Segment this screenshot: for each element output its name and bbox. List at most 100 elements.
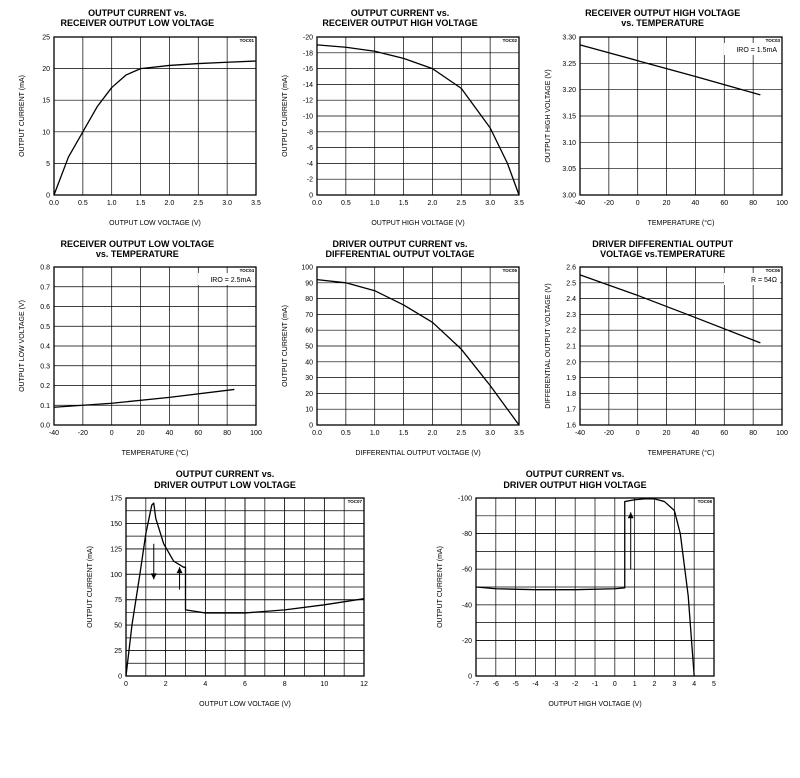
svg-text:0.2: 0.2 <box>41 383 51 390</box>
svg-text:OUTPUT CURRENT (mA): OUTPUT CURRENT (mA) <box>437 546 444 628</box>
svg-text:20: 20 <box>137 430 145 437</box>
svg-text:2.3: 2.3 <box>566 312 576 319</box>
svg-text:-20: -20 <box>603 430 613 437</box>
svg-text:-12: -12 <box>303 97 313 104</box>
svg-text:60: 60 <box>305 328 313 335</box>
svg-text:3: 3 <box>672 681 676 688</box>
svg-text:-100: -100 <box>458 496 472 503</box>
chart-svg: 0.00.51.01.52.02.53.03.50102030405060708… <box>275 261 525 461</box>
svg-text:2.5: 2.5 <box>456 200 466 207</box>
svg-text:0: 0 <box>635 430 639 437</box>
svg-text:90: 90 <box>305 281 313 288</box>
svg-text:60: 60 <box>720 200 728 207</box>
svg-text:125: 125 <box>110 546 122 553</box>
svg-text:-20: -20 <box>603 200 613 207</box>
chart-title: OUTPUT CURRENT vs. RECEIVER OUTPUT LOW V… <box>60 8 214 29</box>
svg-text:-20: -20 <box>303 34 313 41</box>
svg-text:1.5: 1.5 <box>399 430 409 437</box>
svg-text:1.6: 1.6 <box>566 423 576 430</box>
svg-text:2.1: 2.1 <box>566 344 576 351</box>
svg-text:3.0: 3.0 <box>485 200 495 207</box>
chart-panel-1: OUTPUT CURRENT vs. RECEIVER OUTPUT LOW V… <box>10 8 265 231</box>
svg-text:100: 100 <box>776 200 788 207</box>
svg-text:20: 20 <box>43 66 51 73</box>
svg-text:40: 40 <box>166 430 174 437</box>
chart-panel-8: OUTPUT CURRENT vs. DRIVER OUTPUT HIGH VO… <box>430 469 720 712</box>
svg-text:50: 50 <box>114 623 122 630</box>
svg-text:1.9: 1.9 <box>566 375 576 382</box>
svg-text:-40: -40 <box>575 430 585 437</box>
svg-text:3.20: 3.20 <box>562 87 576 94</box>
svg-text:3.0: 3.0 <box>223 200 233 207</box>
chart-panel-3: RECEIVER OUTPUT HIGH VOLTAGE vs. TEMPERA… <box>535 8 790 231</box>
svg-text:OUTPUT LOW VOLTAGE (V): OUTPUT LOW VOLTAGE (V) <box>109 220 201 227</box>
svg-text:1.0: 1.0 <box>370 200 380 207</box>
svg-text:-10: -10 <box>303 113 313 120</box>
svg-text:2.0: 2.0 <box>165 200 175 207</box>
svg-text:12: 12 <box>360 681 368 688</box>
svg-text:-40: -40 <box>575 200 585 207</box>
svg-text:1.0: 1.0 <box>107 200 117 207</box>
svg-text:100: 100 <box>250 430 262 437</box>
chart-grid-top: OUTPUT CURRENT vs. RECEIVER OUTPUT LOW V… <box>0 0 800 465</box>
svg-text:0: 0 <box>124 681 128 688</box>
svg-text:-1: -1 <box>592 681 598 688</box>
svg-text:0.5: 0.5 <box>41 324 51 331</box>
svg-text:-40: -40 <box>462 602 472 609</box>
svg-text:0: 0 <box>46 192 50 199</box>
svg-text:10: 10 <box>320 681 328 688</box>
svg-text:80: 80 <box>749 200 757 207</box>
svg-text:1.5: 1.5 <box>136 200 146 207</box>
svg-text:2.6: 2.6 <box>566 265 576 272</box>
svg-text:OUTPUT HIGH VOLTAGE (V): OUTPUT HIGH VOLTAGE (V) <box>548 701 641 708</box>
svg-text:8: 8 <box>283 681 287 688</box>
svg-text:3.25: 3.25 <box>562 61 576 68</box>
svg-text:1: 1 <box>633 681 637 688</box>
svg-text:0.7: 0.7 <box>41 285 51 292</box>
chart-title: OUTPUT CURRENT vs. RECEIVER OUTPUT HIGH … <box>322 8 477 29</box>
svg-text:TOC07: TOC07 <box>348 499 363 504</box>
svg-text:-7: -7 <box>473 681 479 688</box>
svg-text:50: 50 <box>305 344 313 351</box>
svg-text:3.10: 3.10 <box>562 140 576 147</box>
chart-title: RECEIVER OUTPUT HIGH VOLTAGE vs. TEMPERA… <box>585 8 740 29</box>
svg-text:1.5: 1.5 <box>399 200 409 207</box>
svg-text:TEMPERATURE (°C): TEMPERATURE (°C) <box>122 449 189 457</box>
svg-text:0.5: 0.5 <box>78 200 88 207</box>
svg-text:10: 10 <box>305 407 313 414</box>
svg-text:-14: -14 <box>303 82 313 89</box>
svg-text:0: 0 <box>309 423 313 430</box>
svg-text:5: 5 <box>712 681 716 688</box>
svg-text:TOC01: TOC01 <box>240 38 255 43</box>
svg-text:0.4: 0.4 <box>41 344 51 351</box>
svg-text:-40: -40 <box>49 430 59 437</box>
svg-text:TEMPERATURE (°C): TEMPERATURE (°C) <box>647 219 714 227</box>
svg-text:OUTPUT CURRENT (mA): OUTPUT CURRENT (mA) <box>87 546 94 628</box>
svg-text:-6: -6 <box>493 681 499 688</box>
chart-svg: -40-200204060801001.61.71.81.92.02.12.22… <box>538 261 788 461</box>
svg-text:10: 10 <box>43 129 51 136</box>
svg-text:DIFFERENTIAL OUTPUT VOLTAGE (V: DIFFERENTIAL OUTPUT VOLTAGE (V) <box>355 450 480 457</box>
svg-text:OUTPUT HIGH VOLTAGE (V): OUTPUT HIGH VOLTAGE (V) <box>371 220 464 227</box>
svg-text:80: 80 <box>305 296 313 303</box>
svg-text:175: 175 <box>110 496 122 503</box>
svg-text:TOC04: TOC04 <box>240 268 255 273</box>
svg-text:-4: -4 <box>307 161 313 168</box>
chart-title: OUTPUT CURRENT vs. DRIVER OUTPUT LOW VOL… <box>154 469 296 490</box>
svg-text:-5: -5 <box>513 681 519 688</box>
svg-text:15: 15 <box>43 97 51 104</box>
svg-text:2.0: 2.0 <box>566 360 576 367</box>
svg-text:2.0: 2.0 <box>428 200 438 207</box>
svg-text:0.0: 0.0 <box>312 200 322 207</box>
svg-text:-20: -20 <box>78 430 88 437</box>
chart-panel-4: RECEIVER OUTPUT LOW VOLTAGE vs. TEMPERAT… <box>10 239 265 462</box>
svg-text:100: 100 <box>301 265 313 272</box>
svg-text:20: 20 <box>662 430 670 437</box>
svg-text:2.0: 2.0 <box>428 430 438 437</box>
svg-text:0.3: 0.3 <box>41 364 51 371</box>
svg-text:40: 40 <box>305 360 313 367</box>
svg-text:40: 40 <box>691 200 699 207</box>
svg-text:0.1: 0.1 <box>41 403 51 410</box>
svg-text:-6: -6 <box>307 145 313 152</box>
svg-text:0: 0 <box>110 430 114 437</box>
